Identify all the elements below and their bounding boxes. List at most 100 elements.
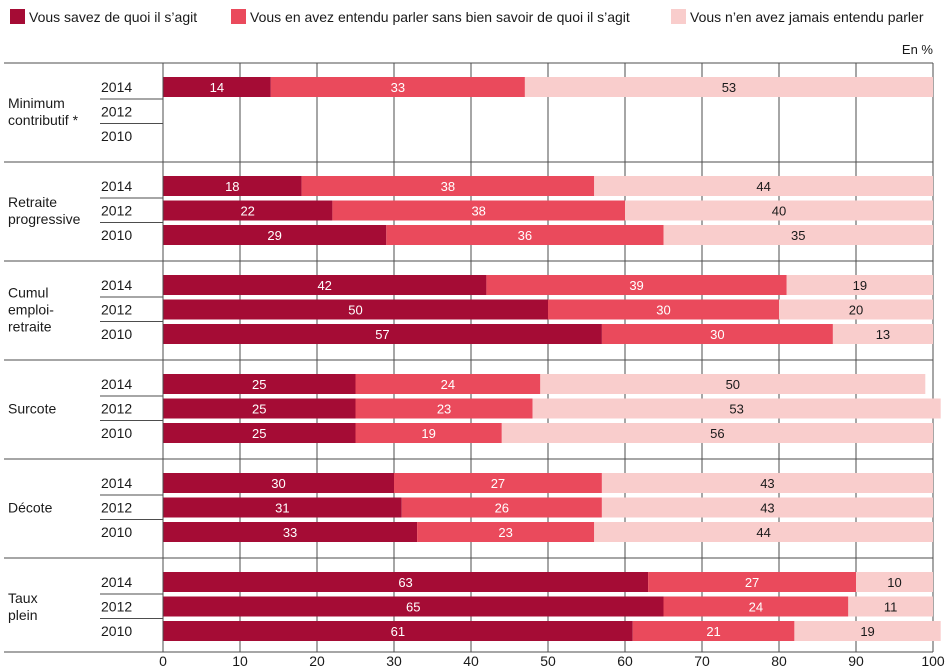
bar-segment — [594, 522, 933, 542]
year-label: 2010 — [101, 524, 132, 540]
category-label: Retraite — [8, 194, 57, 210]
data-label: 25 — [252, 377, 266, 392]
bar-segment — [355, 374, 541, 394]
data-label: 31 — [275, 501, 289, 516]
data-label: 40 — [772, 204, 786, 219]
x-tick-label: 10 — [232, 653, 248, 667]
bar-segment — [270, 77, 525, 97]
year-label: 2010 — [101, 425, 132, 441]
bar-segment — [394, 473, 602, 493]
gridlines — [239, 63, 934, 652]
year-label: 2012 — [101, 104, 132, 120]
bar-segment — [601, 473, 933, 493]
data-label: 30 — [656, 303, 670, 318]
x-tick-label: 80 — [771, 653, 787, 667]
year-label: 2010 — [101, 128, 132, 144]
category-label: Décote — [8, 500, 53, 516]
x-axis: 0 10 20 30 40 50 60 70 80 90 100 — [4, 63, 945, 667]
bar-segment — [332, 200, 625, 221]
bar-segment — [632, 621, 795, 641]
data-label: 22 — [240, 204, 254, 219]
data-label: 20 — [849, 303, 863, 318]
category-label: Cumul — [8, 285, 48, 301]
data-label: 14 — [210, 80, 224, 95]
year-label: 2014 — [101, 376, 132, 392]
year-label: 2014 — [101, 79, 132, 95]
year-label: 2012 — [101, 500, 132, 516]
data-label: 61 — [391, 624, 405, 639]
year-label: 2012 — [101, 599, 132, 615]
data-label: 30 — [271, 476, 285, 491]
data-label: 43 — [760, 501, 774, 516]
unit-label: En % — [902, 42, 934, 57]
bar-segment — [163, 423, 356, 443]
bar-segment — [848, 596, 933, 617]
bar-segment — [532, 398, 941, 419]
data-label: 27 — [745, 575, 759, 590]
data-label: 35 — [791, 228, 805, 243]
year-label: 2014 — [101, 475, 132, 491]
data-label: 53 — [722, 80, 736, 95]
year-label: 2012 — [101, 401, 132, 417]
bar-segment — [856, 572, 933, 592]
bar-segment — [540, 374, 926, 394]
bar-segment — [548, 299, 779, 320]
category-label: progressive — [8, 211, 81, 227]
bar-segment — [594, 176, 933, 196]
bar-segment — [786, 275, 933, 295]
data-label: 27 — [491, 476, 505, 491]
bars: 14 33 53 18 38 44 22 38 40 29 36 35 42 39 19 50 30 20 57 30… — [163, 77, 941, 641]
bar-segment — [163, 596, 664, 617]
bar-segment — [648, 572, 856, 592]
data-label: 24 — [441, 377, 455, 392]
data-label: 56 — [710, 426, 724, 441]
data-label: 53 — [729, 402, 743, 417]
bar-segment — [355, 398, 533, 419]
x-tick-label: 90 — [848, 653, 864, 667]
data-label: 23 — [498, 525, 512, 540]
legend-label-1: Vous savez de quoi il s’agit — [29, 9, 197, 25]
legend-swatch-2 — [231, 9, 246, 24]
data-label: 44 — [756, 179, 770, 194]
bar-segment — [163, 77, 271, 97]
bar-segment — [163, 473, 394, 493]
bar-segment — [832, 324, 933, 344]
data-label: 57 — [375, 327, 389, 342]
bar-segment — [163, 497, 402, 518]
category-label: retraite — [8, 319, 52, 335]
data-label: 23 — [437, 402, 451, 417]
data-label: 39 — [629, 278, 643, 293]
bar-segment — [625, 200, 933, 221]
year-label: 2010 — [101, 623, 132, 639]
bar-segment — [163, 275, 487, 295]
bar-segment — [524, 77, 933, 97]
bar-segment — [163, 299, 548, 320]
year-label: 2012 — [101, 203, 132, 219]
bar-segment — [501, 423, 933, 443]
data-label: 63 — [398, 575, 412, 590]
bar-segment — [163, 225, 387, 245]
year-label: 2010 — [101, 326, 132, 342]
bar-segment — [417, 522, 595, 542]
data-label: 30 — [710, 327, 724, 342]
bar-segment — [163, 200, 333, 221]
data-label: 33 — [283, 525, 297, 540]
bar-segment — [301, 176, 595, 196]
category-label: Minimum — [8, 95, 65, 111]
x-tick-label: 50 — [540, 653, 556, 667]
category-label: Taux — [8, 590, 38, 606]
bar-segment — [663, 225, 933, 245]
data-label: 42 — [317, 278, 331, 293]
data-label: 38 — [441, 179, 455, 194]
data-label: 26 — [495, 501, 509, 516]
data-label: 33 — [391, 80, 405, 95]
data-label: 11 — [884, 600, 898, 615]
bar-segment — [163, 522, 418, 542]
bar-segment — [486, 275, 787, 295]
data-label: 38 — [471, 204, 485, 219]
data-label: 29 — [267, 228, 281, 243]
year-label: 2010 — [101, 227, 132, 243]
category-label: contributif * — [8, 112, 79, 128]
